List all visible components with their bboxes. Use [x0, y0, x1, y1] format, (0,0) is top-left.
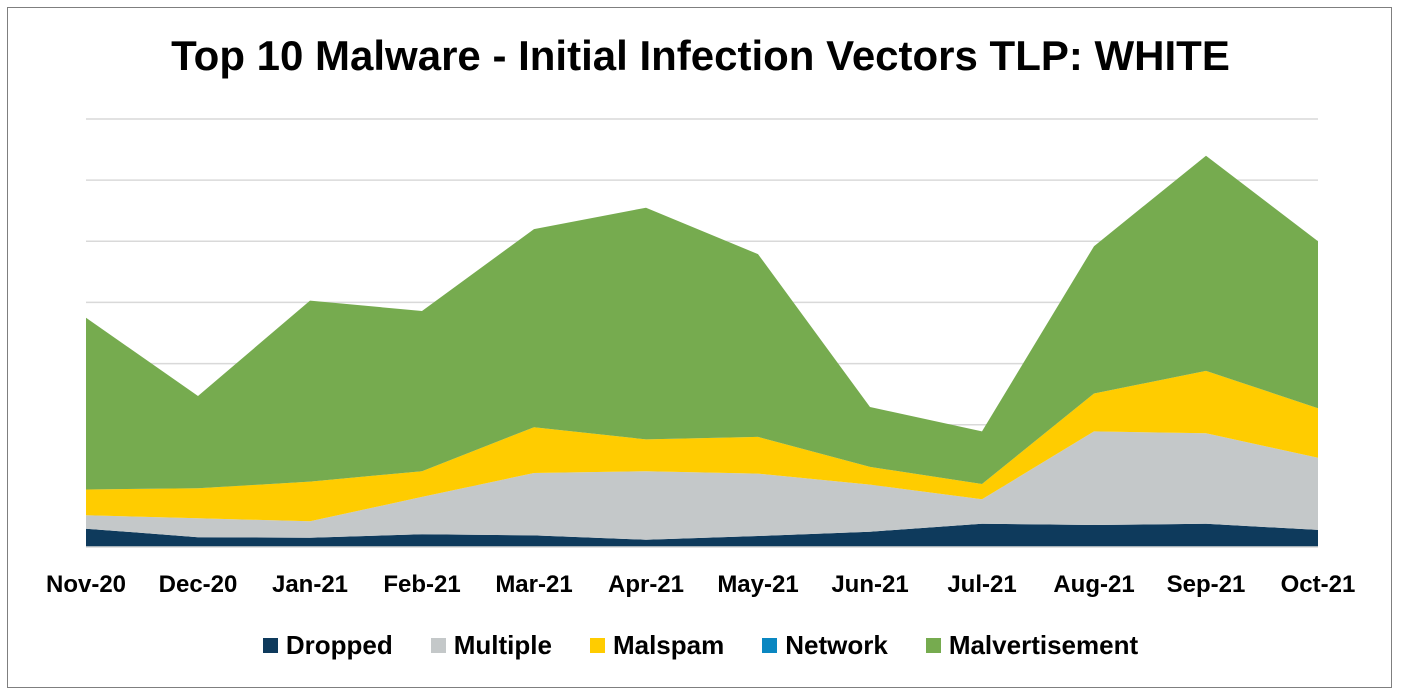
area-multiple [86, 431, 1318, 540]
area-malvertisement [86, 155, 1318, 490]
x-tick-label: Jul-21 [947, 571, 1016, 598]
x-tick-label: May-21 [717, 571, 798, 598]
chart-title: Top 10 Malware - Initial Infection Vecto… [171, 32, 1230, 79]
legend-item-malspam: Malspam [589, 629, 725, 661]
x-tick-label: Oct-21 [1281, 571, 1356, 598]
legend-swatch [762, 637, 778, 653]
legend-swatch [589, 637, 605, 653]
x-tick-label: Dec-20 [159, 571, 238, 598]
legend-label: Dropped [285, 629, 393, 660]
stacked-areas [86, 155, 1318, 548]
legend-swatch [430, 637, 446, 653]
legend: Dropped Multiple Malspam Network Malvertisem… [0, 627, 1401, 663]
x-tick-label: Jan-21 [272, 571, 348, 598]
legend-item-multiple: Multiple [430, 629, 552, 661]
legend-label: Malvertisement [948, 629, 1139, 660]
legend-item-dropped: Dropped [262, 629, 393, 661]
x-tick-label: Sep-21 [1167, 571, 1246, 598]
legend-swatch [925, 637, 941, 653]
legend-item-malvertisement: Malvertisement [925, 629, 1139, 661]
legend-swatch [262, 637, 278, 653]
x-tick-label: Mar-21 [495, 571, 572, 598]
x-tick-label: Feb-21 [383, 571, 460, 598]
x-tick-label: Jun-21 [831, 571, 908, 598]
area-dropped [86, 523, 1318, 547]
legend-item-network: Network [762, 630, 888, 661]
legend-label: Malspam [612, 629, 725, 660]
x-axis-ticks: Nov-20 Dec-20 Jan-21 Feb-21 Mar-21 Apr-21 May-… [46, 571, 1355, 598]
x-tick-label: Apr-21 [608, 571, 684, 598]
x-tick-label: Nov-20 [46, 571, 126, 598]
legend-label: Multiple [453, 629, 552, 660]
legend-label: Network [785, 629, 888, 660]
x-tick-label: Aug-21 [1053, 571, 1134, 598]
area-malspam [86, 370, 1318, 522]
